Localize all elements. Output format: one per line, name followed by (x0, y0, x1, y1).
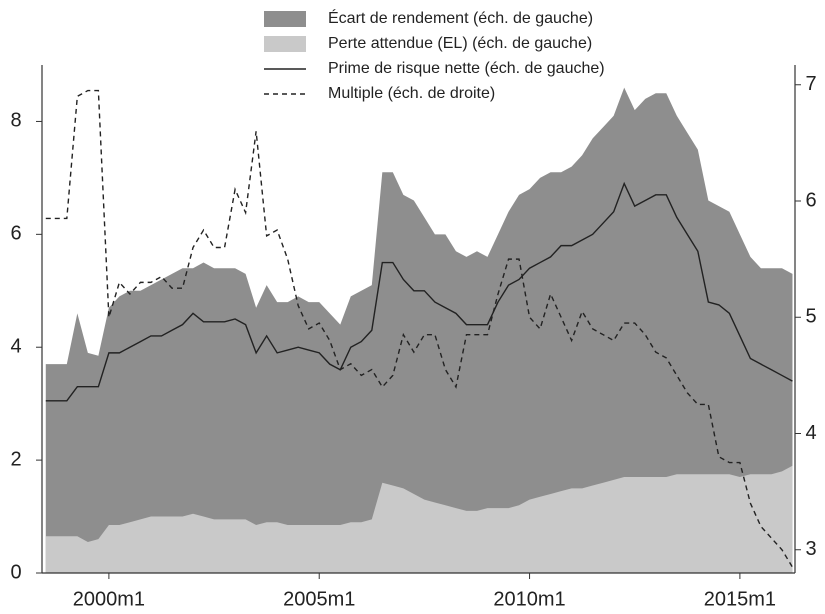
legend-label: Multiple (éch. de droite) (328, 85, 495, 102)
y-tick-label: 6 (10, 223, 21, 245)
legend-label: Prime de risque nette (éch. de gauche) (328, 60, 605, 77)
y2-tick-label: 4 (805, 422, 816, 444)
legend-label: Perte attendue (EL) (éch. de gauche) (328, 35, 592, 52)
x-tick-label: 2000m1 (73, 588, 145, 610)
y-tick-label: 4 (10, 336, 21, 358)
x-tick-label: 2005m1 (283, 588, 355, 610)
y2-tick-label: 7 (805, 73, 816, 95)
area (45, 87, 793, 574)
y2-tick-label: 6 (805, 189, 816, 211)
y2-tick-label: 5 (805, 306, 816, 328)
x-tick-label: 2010m1 (493, 588, 565, 610)
y-tick-label: 0 (10, 561, 21, 583)
legend-label: Écart de rendement (éch. de gauche) (328, 8, 593, 27)
x-tick-label: 2015m1 (704, 588, 776, 610)
area (45, 465, 793, 573)
legend-swatch (264, 11, 306, 27)
y2-tick-label: 3 (805, 538, 816, 560)
y-tick-label: 2 (10, 448, 21, 470)
y-tick-label: 8 (10, 110, 21, 132)
line (45, 181, 793, 402)
dashed-line (45, 89, 794, 568)
legend-swatch (264, 36, 306, 52)
